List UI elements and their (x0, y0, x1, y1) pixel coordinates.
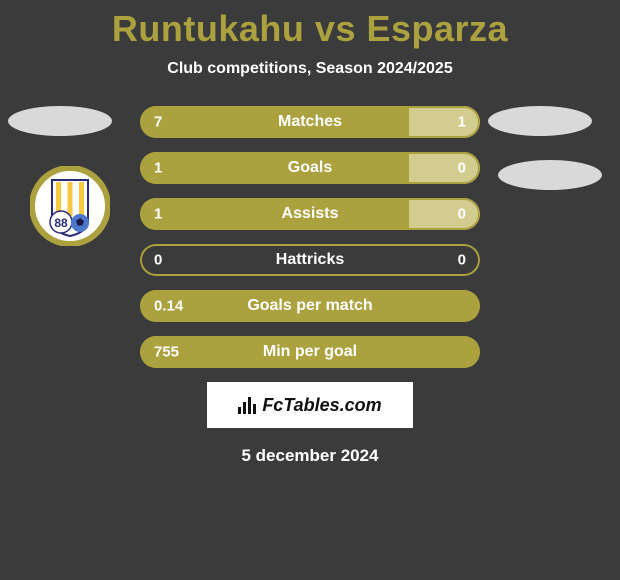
stat-row: 1 0 Assists (140, 198, 480, 230)
stat-fill-player1 (140, 106, 409, 138)
comparison-stage: 88 71Matches10Goals10Assists00Hattricks0… (0, 106, 620, 368)
stat-fill-player2 (409, 198, 480, 230)
stat-value-player1: 1 (154, 160, 162, 177)
player2-placeholder-ellipse (488, 106, 592, 136)
club-badge-svg: 88 (30, 166, 110, 246)
fctables-logo: FcTables.com (207, 382, 413, 428)
player1-placeholder-ellipse (8, 106, 112, 136)
stat-row: 755 Min per goal (140, 336, 480, 368)
stat-rows: 7 1 Matches 1 0 Goals 1 0 Assists 0 0 Hattricks 0.14… (140, 106, 480, 368)
stat-row: 7 1 Matches (140, 106, 480, 138)
player1-club-badge: 88 (30, 166, 110, 246)
stat-row: 1 0 Goals (140, 152, 480, 184)
stat-label: Assists (282, 205, 339, 223)
stat-value-player1: 0.14 (154, 298, 183, 315)
bars-icon (238, 396, 256, 414)
stat-value-player2: 0 (458, 160, 466, 177)
stat-label: Matches (278, 113, 342, 131)
stat-fill-player1 (140, 198, 409, 230)
stat-fill-player2 (409, 106, 480, 138)
comparison-title: Runtukahu vs Esparza (0, 0, 620, 50)
stat-label: Goals per match (247, 297, 372, 315)
player2-club-placeholder-ellipse (498, 160, 602, 190)
subtitle: Club competitions, Season 2024/2025 (0, 60, 620, 78)
stat-label: Hattricks (276, 251, 344, 269)
title-player2: Esparza (366, 8, 508, 49)
stat-fill-player2 (409, 152, 480, 184)
stat-fill-player1 (140, 152, 409, 184)
stat-label: Min per goal (263, 343, 357, 361)
stat-value-player2: 1 (458, 114, 466, 131)
stat-row: 0.14 Goals per match (140, 290, 480, 322)
title-player1: Runtukahu (112, 8, 304, 49)
stat-value-player1: 7 (154, 114, 162, 131)
logo-text: FcTables.com (262, 395, 381, 416)
stat-value-player2: 0 (458, 206, 466, 223)
snapshot-date: 5 december 2024 (0, 446, 620, 466)
stat-value-player1: 1 (154, 206, 162, 223)
stat-label: Goals (288, 159, 332, 177)
stat-value-player2: 0 (458, 252, 466, 269)
stat-value-player1: 0 (154, 252, 162, 269)
title-vs: vs (315, 8, 356, 49)
stat-value-player1: 755 (154, 344, 179, 361)
stat-row: 0 0 Hattricks (140, 244, 480, 276)
club-badge-number: 88 (54, 216, 68, 230)
